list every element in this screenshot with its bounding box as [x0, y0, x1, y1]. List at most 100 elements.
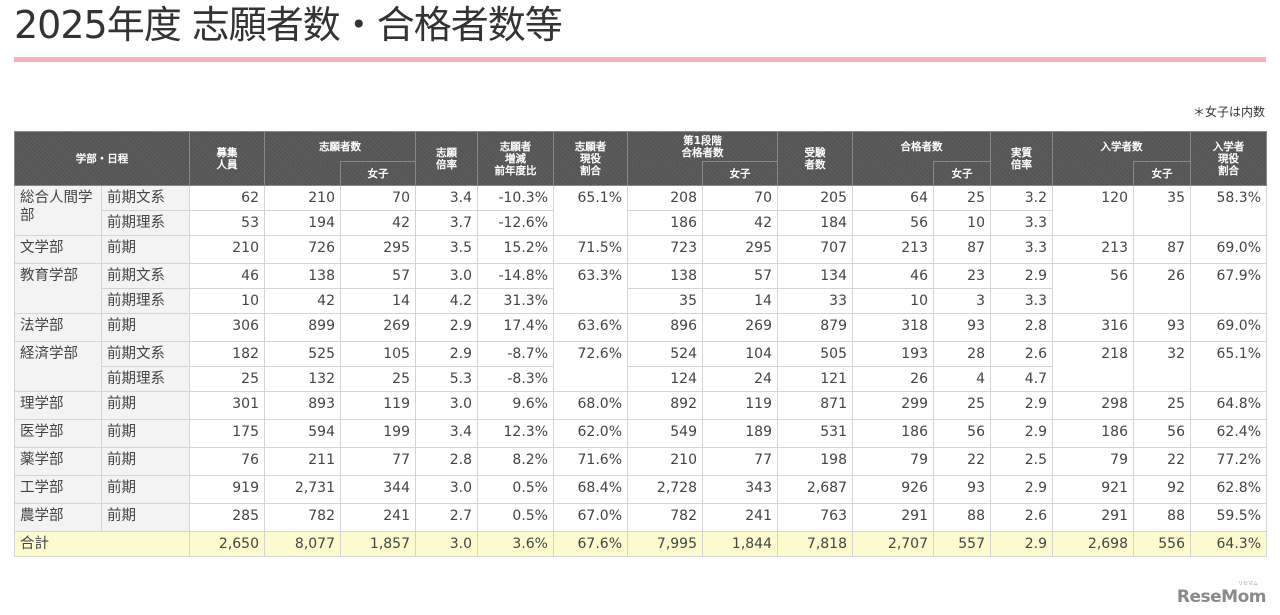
header-stage1-female: 女子 [702, 161, 778, 186]
stage1-cell: 138 [627, 263, 703, 289]
stage1-female-cell: 24 [702, 366, 778, 392]
passers-cell: 79 [852, 447, 934, 476]
examinees-cell: 2,687 [777, 475, 853, 504]
passers-female-cell: 22 [933, 447, 991, 476]
enrollee-current-ratio-cell: 69.0% [1190, 235, 1267, 264]
enrollees-female-cell: 92 [1133, 475, 1191, 504]
stage1-female-cell: 295 [702, 235, 778, 264]
schedule-cell: 前期 [101, 503, 190, 532]
title-underline [14, 57, 1266, 62]
passers-female-cell: 28 [933, 341, 991, 367]
applicant-ratio-cell: 2.8 [415, 447, 478, 476]
applicant-ratio-cell: 3.5 [415, 235, 478, 264]
passers-female-cell: 3 [933, 288, 991, 314]
capacity-cell: 175 [189, 419, 265, 448]
enrollees-cell: 2,698 [1052, 531, 1134, 557]
stage1-female-cell: 104 [702, 341, 778, 367]
enrollees-female-cell: 25 [1133, 391, 1191, 420]
applicants-female-cell: 269 [340, 313, 416, 342]
schedule-cell: 前期 [101, 391, 190, 420]
passers-female-cell: 88 [933, 503, 991, 532]
stage1-female-cell: 189 [702, 419, 778, 448]
applicants-female-cell: 25 [340, 366, 416, 392]
actual-ratio-cell: 2.9 [990, 531, 1053, 557]
examinees-cell: 531 [777, 419, 853, 448]
table-row: 文学部 前期 210 726 295 3.5 15.2% 71.5% 723 2… [14, 235, 1267, 264]
examinees-cell: 198 [777, 447, 853, 476]
header-examinees: 受験 者数 [777, 131, 853, 186]
applicants-cell: 42 [264, 288, 341, 314]
applicant-change-cell: -14.8% [477, 263, 554, 289]
applicant-ratio-cell: 2.9 [415, 341, 478, 367]
examinees-cell: 763 [777, 503, 853, 532]
faculty-cell: 医学部 [14, 419, 102, 448]
passers-female-cell: 93 [933, 475, 991, 504]
applicants-female-cell: 119 [340, 391, 416, 420]
passers-female-cell: 87 [933, 235, 991, 264]
enrollee-current-ratio-cell: 62.8% [1190, 475, 1267, 504]
stage1-cell: 896 [627, 313, 703, 342]
faculty-cell: 法学部 [14, 313, 102, 342]
capacity-cell: 919 [189, 475, 265, 504]
header-stage1-total-spacer [627, 161, 703, 186]
applicant-ratio-cell: 3.0 [415, 475, 478, 504]
examinees-cell: 871 [777, 391, 853, 420]
schedule-cell: 前期 [101, 447, 190, 476]
applicant-current-ratio-cell: 71.6% [553, 447, 628, 476]
header-applicants-total-spacer [264, 161, 341, 186]
applicants-cell: 525 [264, 341, 341, 367]
applicant-current-ratio-cell: 65.1% [553, 185, 628, 236]
table-row: 教育学部 前期文系 46 138 57 3.0 -14.8% 63.3% 138… [14, 263, 1267, 314]
stage1-female-cell: 14 [702, 288, 778, 314]
examinees-cell: 184 [777, 210, 853, 236]
enrollee-current-ratio-cell: 69.0% [1190, 313, 1267, 342]
passers-cell: 299 [852, 391, 934, 420]
table-row: 前期理系 25 132 25 5.3 -8.3% 124 24 121 26 4… [15, 366, 1267, 392]
table-row: 工学部 前期 919 2,731 344 3.0 0.5% 68.4% 2,72… [14, 475, 1267, 504]
schedule-cell: 前期文系 [101, 341, 190, 367]
stage1-female-cell: 57 [702, 263, 778, 289]
enrollee-current-ratio-cell: 64.3% [1190, 531, 1267, 557]
examinees-cell: 7,818 [777, 531, 853, 557]
table-header: 学部・日程 募集 人員 志願者数 志願 倍率 志願者 増減 前年度比 志願者 現… [14, 131, 1267, 186]
stage1-female-cell: 77 [702, 447, 778, 476]
header-enrollees-total-spacer [1052, 161, 1134, 186]
capacity-cell: 182 [189, 341, 265, 367]
schedule-cell: 前期 [101, 313, 190, 342]
stage1-female-cell: 241 [702, 503, 778, 532]
enrollees-female-cell: 56 [1133, 419, 1191, 448]
passers-cell: 291 [852, 503, 934, 532]
capacity-cell: 306 [189, 313, 265, 342]
stage1-cell: 208 [627, 185, 703, 211]
table-row: 医学部 前期 175 594 199 3.4 12.3% 62.0% 549 1… [14, 419, 1267, 448]
header-faculty-schedule: 学部・日程 [14, 131, 190, 186]
faculty-cell: 文学部 [14, 235, 102, 264]
capacity-cell: 25 [189, 366, 265, 392]
actual-ratio-cell: 2.6 [990, 503, 1053, 532]
applicant-current-ratio-cell: 68.0% [553, 391, 628, 420]
capacity-cell: 62 [189, 185, 265, 211]
applicants-cell: 211 [264, 447, 341, 476]
stage1-cell: 210 [627, 447, 703, 476]
capacity-cell: 10 [189, 288, 265, 314]
applicants-female-cell: 295 [340, 235, 416, 264]
applicants-cell: 899 [264, 313, 341, 342]
stage1-female-cell: 269 [702, 313, 778, 342]
passers-female-cell: 93 [933, 313, 991, 342]
passers-female-cell: 557 [933, 531, 991, 557]
applicant-change-cell: -8.7% [477, 341, 554, 367]
enrollee-current-ratio-cell: 67.9% [1190, 263, 1267, 314]
capacity-cell: 76 [189, 447, 265, 476]
schedule-cell: 前期文系 [101, 185, 190, 211]
actual-ratio-cell: 2.5 [990, 447, 1053, 476]
enrollee-current-ratio-cell: 64.8% [1190, 391, 1267, 420]
header-enrollees-female: 女子 [1133, 161, 1191, 186]
passers-cell: 186 [852, 419, 934, 448]
actual-ratio-cell: 3.3 [990, 288, 1053, 314]
applicant-change-cell: 15.2% [477, 235, 554, 264]
actual-ratio-cell: 2.6 [990, 341, 1053, 367]
schedule-cell: 前期 [101, 475, 190, 504]
applicant-current-ratio-cell: 63.6% [553, 313, 628, 342]
stage1-female-cell: 1,844 [702, 531, 778, 557]
capacity-cell: 46 [189, 263, 265, 289]
